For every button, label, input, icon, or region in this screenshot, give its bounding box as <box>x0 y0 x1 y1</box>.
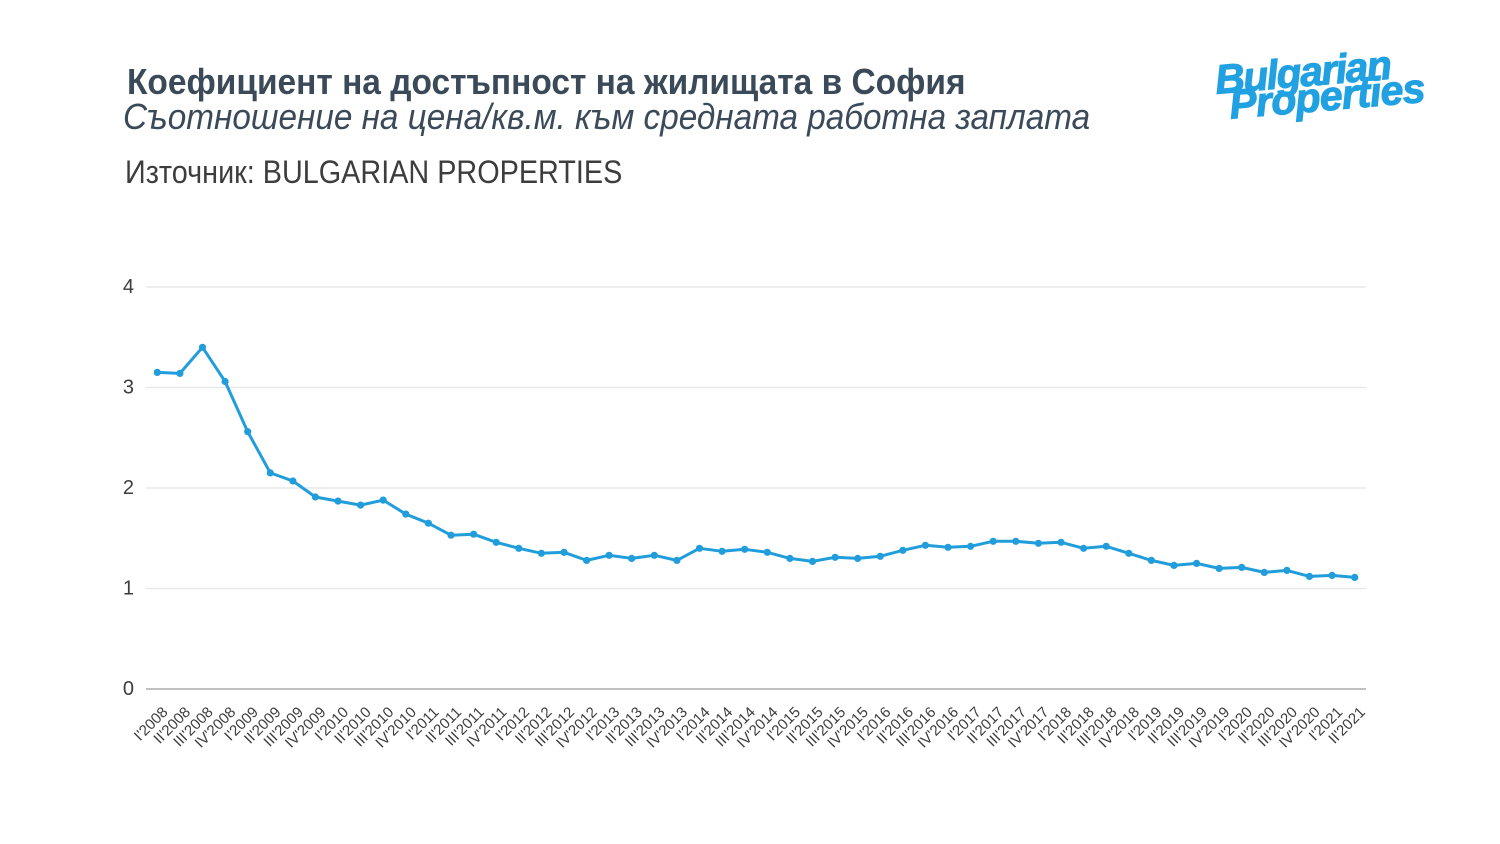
svg-text:0: 0 <box>123 678 134 700</box>
svg-text:4: 4 <box>123 276 134 298</box>
svg-text:3: 3 <box>123 377 134 399</box>
svg-text:1: 1 <box>123 578 134 600</box>
svg-text:2: 2 <box>123 477 134 499</box>
